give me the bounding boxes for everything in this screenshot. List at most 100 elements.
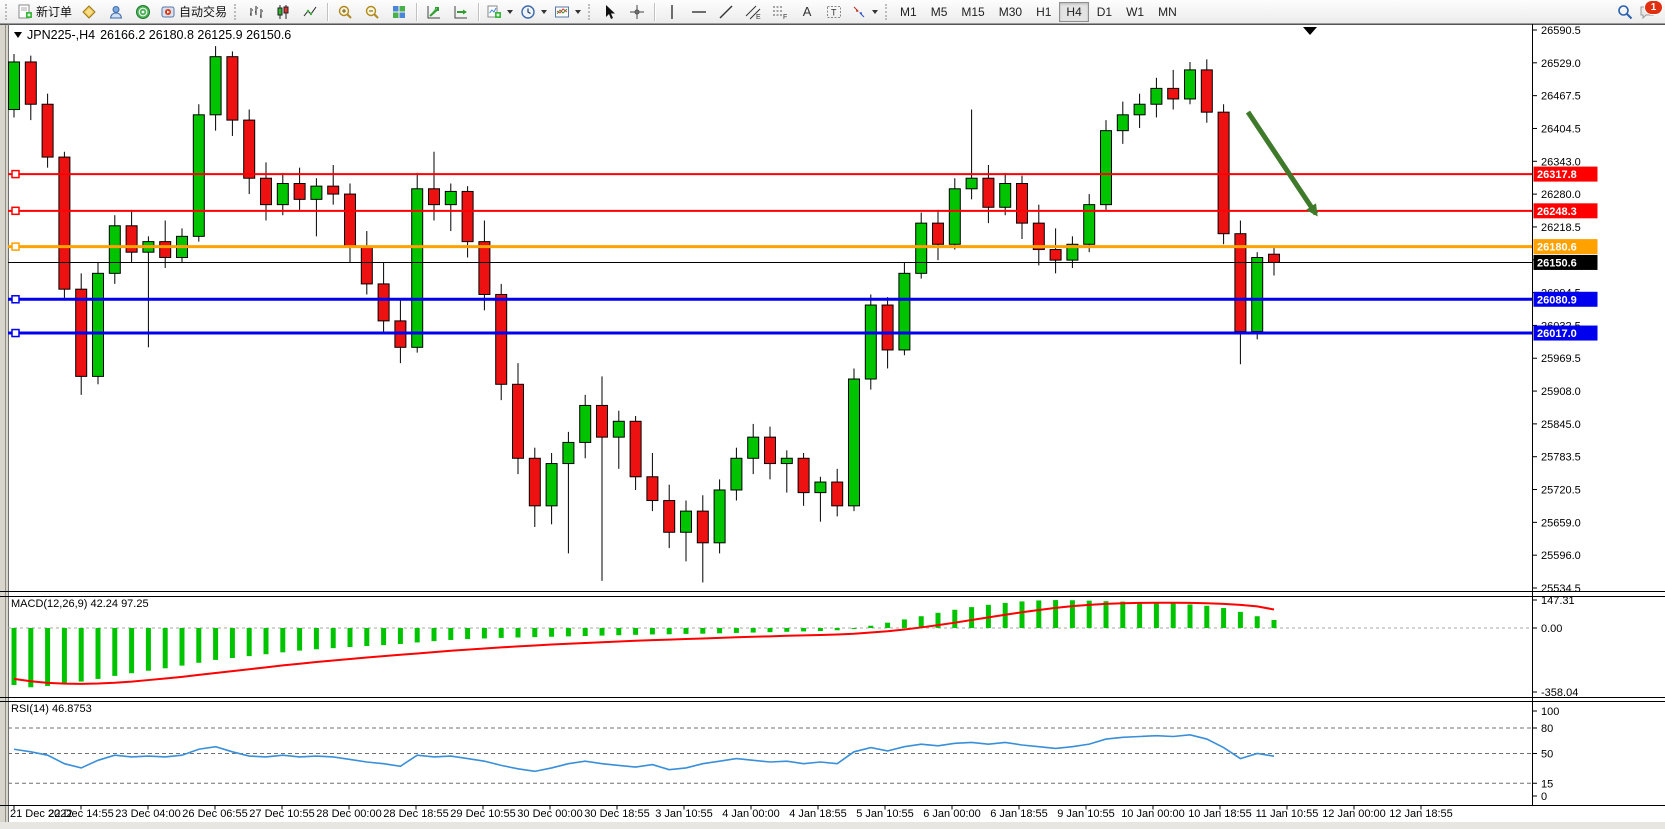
- tile-windows-button[interactable]: [386, 2, 412, 22]
- track-chart-button[interactable]: [448, 2, 474, 22]
- time-label: 4 Jan 18:55: [789, 808, 847, 820]
- macd-histogram-bar: [1086, 600, 1092, 628]
- new-order-icon: [18, 4, 32, 18]
- candle-down: [58, 156, 71, 290]
- line-anchor[interactable]: [11, 295, 20, 304]
- macd-histogram-bar: [901, 619, 907, 628]
- auto-trading-button[interactable]: 自动交易: [157, 2, 230, 22]
- toolbar-group-handle[interactable]: [234, 3, 239, 20]
- timeframe-button-M5[interactable]: M5: [930, 4, 948, 19]
- notifications-button[interactable]: 1: [1639, 0, 1663, 20]
- text-label-button[interactable]: T: [821, 2, 847, 22]
- price-axis[interactable]: 26590.5 26529.0 26467.5 26404.5 26343.0 26280…: [1532, 25, 1581, 595]
- auto-arrange-button[interactable]: [421, 2, 447, 22]
- main-toolbar: 新订单 自动: [0, 0, 1665, 24]
- candlesticks: [8, 46, 1280, 583]
- time-label: 10 Jan 00:00: [1121, 808, 1185, 820]
- timeframe-button-W1[interactable]: W1: [1126, 4, 1145, 19]
- trendline-button[interactable]: [713, 2, 739, 22]
- price-tick-label: 25969.5: [1541, 353, 1581, 365]
- candlestick-chart-button[interactable]: [270, 2, 296, 22]
- macd-histogram-bar: [78, 628, 84, 682]
- macd-histogram-bar: [213, 628, 219, 660]
- time-label: 3 Jan 10:55: [655, 808, 713, 820]
- timeframe-button-M30[interactable]: M30: [998, 4, 1023, 19]
- candle-down: [982, 177, 995, 208]
- macd-histogram-bar: [246, 628, 252, 657]
- candle-up: [780, 457, 793, 465]
- candle-down: [1268, 253, 1280, 263]
- candle-up: [1100, 130, 1112, 206]
- gold-button[interactable]: [76, 2, 102, 22]
- macd-histogram-bar: [448, 628, 454, 640]
- dropdown-caret: [541, 9, 548, 14]
- vertical-line-button[interactable]: [659, 2, 685, 22]
- macd-histogram-bar: [431, 628, 437, 642]
- new-order-button[interactable]: 新订单: [14, 2, 75, 22]
- timeframe-button-H4[interactable]: H4: [1059, 1, 1089, 22]
- candle-down: [1200, 69, 1213, 113]
- new-chart-dropdown[interactable]: [483, 2, 516, 22]
- line-anchor[interactable]: [11, 242, 20, 251]
- macd-histogram-bar: [1019, 601, 1025, 628]
- timeframe-button-M15[interactable]: M15: [961, 4, 985, 19]
- line-anchor[interactable]: [11, 206, 20, 216]
- text-button[interactable]: A: [794, 2, 820, 22]
- toolbar-group-handle[interactable]: [588, 3, 593, 20]
- broadcast-icon: [136, 4, 151, 19]
- search-icon[interactable]: [1617, 4, 1633, 20]
- zoom-in-button[interactable]: [332, 2, 358, 22]
- chart-shift-marker[interactable]: [1303, 27, 1317, 35]
- chart-title[interactable]: JPN225-,H4 26166.2 26180.8 26125.9 26150…: [14, 28, 291, 42]
- macd-histogram-bar: [767, 628, 773, 633]
- crosshair-button[interactable]: [624, 2, 650, 22]
- candle-up: [108, 225, 121, 274]
- candle-up: [948, 188, 961, 245]
- rsi-axis-label: 50: [1541, 749, 1553, 761]
- candle-up: [1184, 69, 1196, 100]
- template-icon: [555, 6, 570, 17]
- toolbar-group-handle[interactable]: [885, 3, 890, 20]
- signals-button[interactable]: [130, 2, 156, 22]
- timeframe-button-M1[interactable]: M1: [900, 4, 917, 19]
- chart-dropdown-icon[interactable]: [14, 32, 22, 38]
- channel-button[interactable]: E: [740, 2, 766, 22]
- price-line-badge-value: 26317.8: [1537, 169, 1577, 181]
- candle-up: [864, 304, 877, 380]
- fibonacci-button[interactable]: F: [767, 2, 793, 22]
- line-chart-button[interactable]: [297, 2, 323, 22]
- price-line-badge: [1533, 166, 1598, 182]
- toolbar-drag-handle[interactable]: [5, 3, 10, 20]
- line-anchor[interactable]: [11, 328, 20, 338]
- timeframe-button-H1[interactable]: H1: [1036, 4, 1052, 19]
- macd-histogram-bar: [1103, 601, 1109, 628]
- candle-up: [209, 56, 222, 116]
- timeframe-button-MN[interactable]: MN: [1158, 4, 1177, 19]
- line-anchor[interactable]: [11, 169, 20, 179]
- timeframe-button-D1[interactable]: D1: [1096, 4, 1113, 19]
- period-dropdown[interactable]: [517, 2, 550, 22]
- macd-histogram-bar: [549, 628, 555, 637]
- horizontal-line-button[interactable]: [686, 2, 712, 22]
- macd-signal-line: [13, 601, 1275, 685]
- cursor-button[interactable]: [597, 2, 623, 22]
- candle-down: [629, 420, 642, 478]
- macd-histogram-bar: [112, 628, 118, 676]
- candle-down: [932, 222, 944, 245]
- candle-up: [814, 481, 827, 494]
- macd-histogram-bar: [397, 628, 403, 644]
- shapes-dropdown[interactable]: [848, 2, 881, 22]
- candle-down: [1167, 87, 1180, 100]
- macd-histogram-bar: [817, 628, 823, 632]
- price-tick-label: 25783.5: [1541, 452, 1581, 464]
- track-chart-icon: [454, 5, 468, 18]
- template-dropdown[interactable]: [551, 2, 584, 22]
- bar-chart-button[interactable]: [243, 2, 269, 22]
- annotation-arrow[interactable]: [1245, 110, 1319, 217]
- macd-histogram-bar: [330, 628, 336, 649]
- support-button[interactable]: [103, 2, 129, 22]
- zoom-out-button[interactable]: [359, 2, 385, 22]
- macd-histogram-bar: [1069, 600, 1075, 628]
